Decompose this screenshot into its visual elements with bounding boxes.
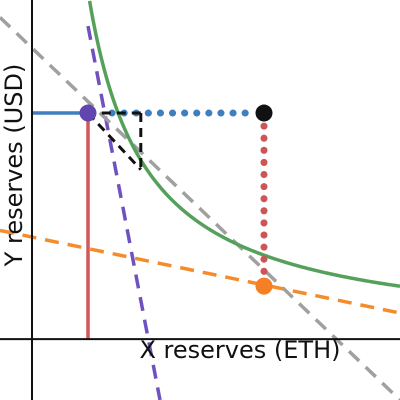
point-2 [255, 277, 273, 295]
dashed-line-0 [86, 25, 162, 400]
dashed-line-1 [0, 16, 400, 400]
triangle-hypotenuse [86, 112, 142, 171]
dashed-line-2 [0, 228, 400, 315]
constant-product-curve [87, 0, 400, 288]
x-axis-label: X reserves (ETH) [139, 336, 340, 364]
point-1 [255, 104, 273, 122]
point-0 [79, 104, 97, 122]
y-axis-label: Y reserves (USD) [0, 64, 28, 268]
